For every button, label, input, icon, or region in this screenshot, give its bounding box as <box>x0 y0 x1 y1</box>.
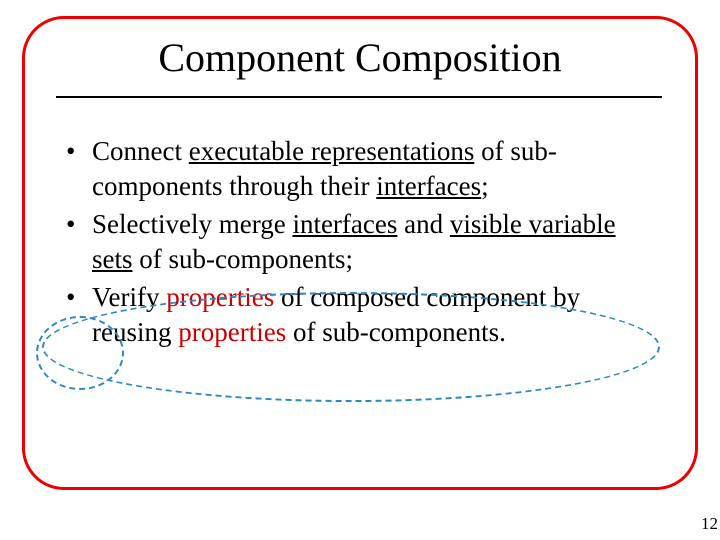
annotation-ellipse-small <box>36 316 124 390</box>
bullet-item: Selectively merge interfaces and visible… <box>64 207 660 276</box>
bullet-segment: interfaces <box>292 209 397 239</box>
bullet-segment: Connect <box>92 136 189 166</box>
bullet-item: Connect executable representations of su… <box>64 134 660 203</box>
bullet-segment: of sub-components; <box>133 244 353 274</box>
bullet-segment: ; <box>481 171 489 201</box>
page-number: 12 <box>701 514 718 534</box>
annotation-ellipse-main <box>42 292 660 402</box>
bullet-segment: executable representations <box>189 136 475 166</box>
title-underline <box>56 96 662 98</box>
bullet-segment: and <box>397 209 449 239</box>
bullet-segment: Selectively merge <box>92 209 292 239</box>
slide-title: Component Composition <box>0 34 720 81</box>
bullet-segment: interfaces <box>376 171 481 201</box>
